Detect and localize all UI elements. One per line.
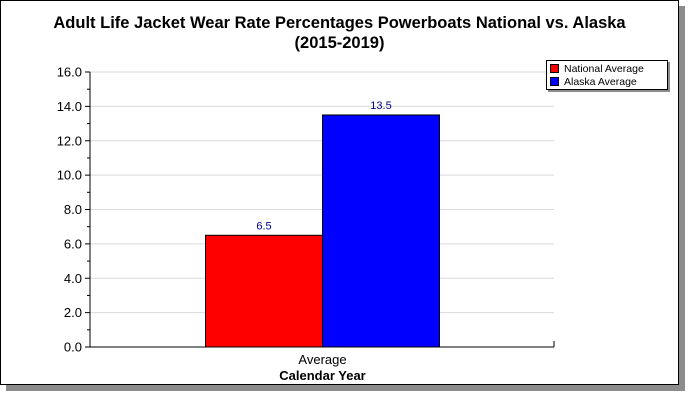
y-tick-label: 8.0 [64,202,82,217]
x-category-label: Average [298,352,346,367]
bar-chart: 0.0 2.0 4.0 6.0 8.0 10.0 12.0 14.0 16.0 6.5 13.5 Av… [57,65,555,383]
data-label: 6.5 [256,220,271,232]
chart-title: Adult Life Jacket Wear Rate Percentages … [1,13,678,53]
y-tick-label: 0.0 [64,340,82,355]
legend-swatch-national [550,64,559,73]
legend-label-alaska: Alaska Average [564,75,637,88]
legend-item-national: National Average [550,62,664,75]
y-tick-label: 2.0 [64,305,82,320]
bar-national-average [205,234,323,348]
data-label: 13.5 [370,100,391,112]
chart-title-line-1: Adult Life Jacket Wear Rate Percentages … [53,14,626,32]
bar-alaska-average [322,114,440,348]
y-tick-label: 4.0 [64,271,82,286]
chart-title-line-2: (2015-2019) [294,34,385,52]
legend-label-national: National Average [564,62,644,75]
x-axis-title: Calendar Year [279,368,365,383]
legend-item-alaska: Alaska Average [550,75,664,88]
y-tick-label: 14.0 [57,99,82,114]
y-tick-label: 16.0 [57,65,82,80]
legend-swatch-alaska [550,77,559,86]
chart-legend: National Average Alaska Average [546,60,668,90]
chart-frame: Adult Life Jacket Wear Rate Percentages … [0,0,679,385]
y-tick-label: 6.0 [64,236,82,251]
y-tick-label: 10.0 [57,168,82,183]
y-tick-label: 12.0 [57,133,82,148]
